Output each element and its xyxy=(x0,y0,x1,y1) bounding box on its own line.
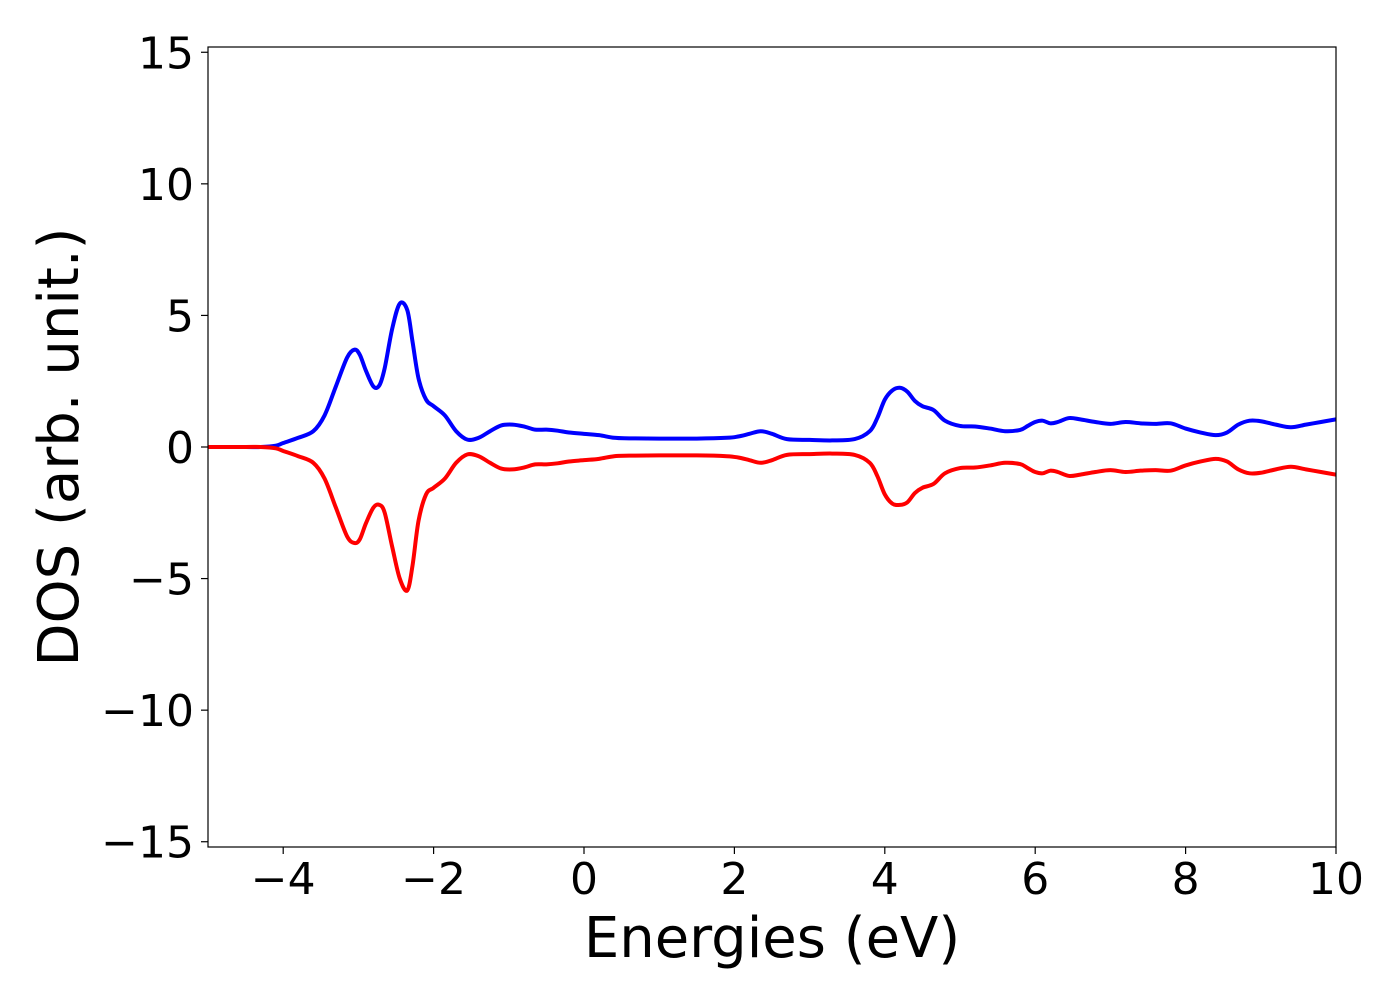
y-axis-label: DOS (arb. unit.) xyxy=(27,227,92,666)
y-tick-label: 15 xyxy=(138,28,194,79)
x-tick-label: 6 xyxy=(1021,854,1049,905)
x-tick-label: 0 xyxy=(570,854,598,905)
spin-up-line xyxy=(208,300,1336,450)
x-tick-label: 10 xyxy=(1308,854,1364,905)
y-tick-label: −10 xyxy=(101,686,194,737)
x-axis-label: Energies (eV) xyxy=(584,906,960,971)
x-tick-label: −2 xyxy=(401,854,466,905)
y-axis-ticks: −15 −10 −5 0 5 10 15 xyxy=(101,28,208,869)
spin-down-line xyxy=(208,444,1336,593)
y-tick-label: 10 xyxy=(138,160,194,211)
x-axis-ticks: −4 −2 0 2 4 6 8 10 xyxy=(251,847,1364,905)
series-layer xyxy=(208,300,1336,593)
x-tick-label: 2 xyxy=(720,854,748,905)
y-tick-label: 0 xyxy=(166,423,194,474)
y-tick-label: −15 xyxy=(101,818,194,869)
x-tick-label: 8 xyxy=(1172,854,1200,905)
plot-frame xyxy=(207,46,1337,848)
x-tick-label: −4 xyxy=(251,854,316,905)
x-tick-label: 4 xyxy=(871,854,899,905)
y-tick-label: −5 xyxy=(129,555,194,606)
y-tick-label: 5 xyxy=(166,291,194,342)
